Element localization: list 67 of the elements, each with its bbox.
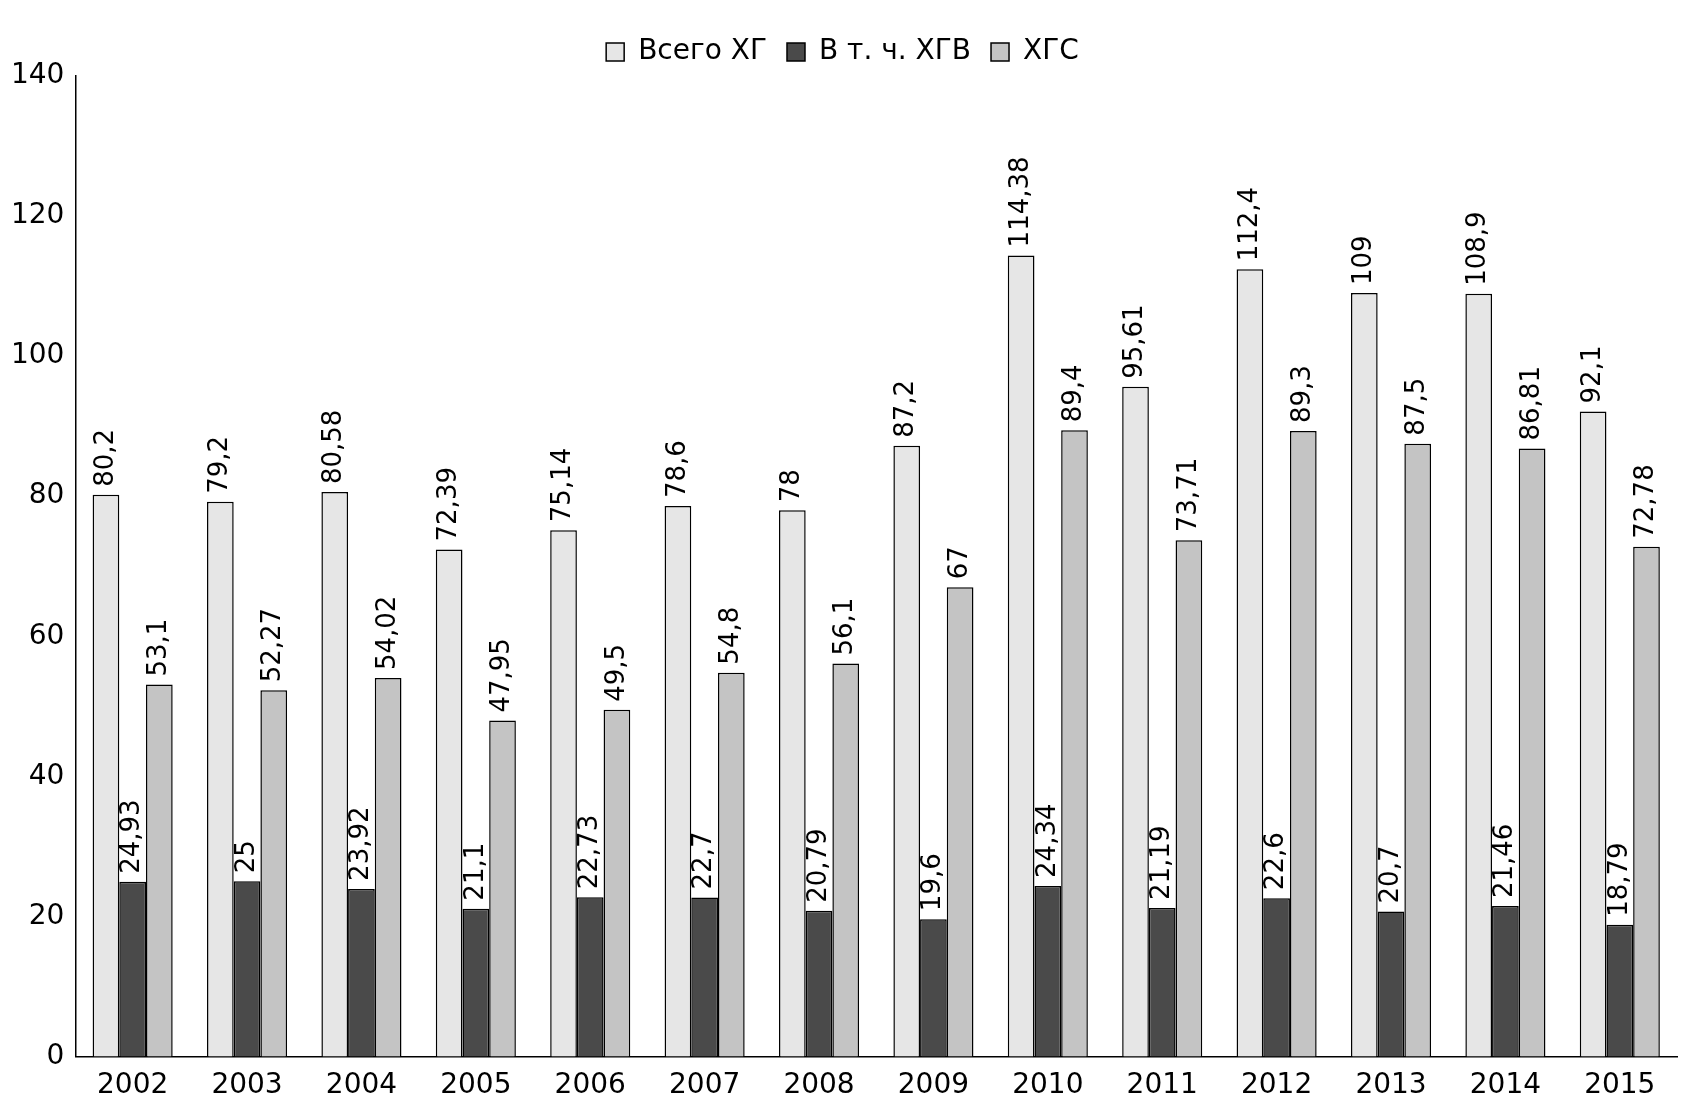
- x-tick-label: 2004: [325, 1067, 398, 1101]
- data-label: 20,79: [801, 828, 832, 903]
- y-tick-label: 80: [28, 477, 65, 511]
- data-label: 21,1: [458, 842, 489, 901]
- data-label: 92,1: [1575, 345, 1606, 404]
- data-label: 54,8: [714, 606, 745, 665]
- data-label: 86,81: [1514, 366, 1545, 441]
- data-label: 22,73: [572, 814, 603, 890]
- data-label: 89,3: [1286, 365, 1317, 424]
- x-tick-label: 2012: [1240, 1067, 1313, 1101]
- legend-label: Всего ХГ: [638, 33, 768, 67]
- y-tick-label: 100: [10, 337, 65, 371]
- x-tick-label: 2003: [211, 1067, 283, 1101]
- data-label: 87,2: [889, 379, 920, 438]
- data-label: 89,4: [1057, 364, 1088, 423]
- x-tick-label: 2010: [1012, 1067, 1084, 1101]
- y-tick-label: 120: [10, 197, 65, 231]
- x-tick-label: 2014: [1469, 1067, 1542, 1101]
- data-label: 25: [229, 840, 260, 874]
- data-label: 22,7: [687, 831, 718, 890]
- data-label: 80,58: [317, 409, 348, 485]
- y-tick-label: 140: [10, 57, 65, 91]
- data-label: 75,14: [546, 447, 577, 523]
- x-tick-label: 2002: [97, 1067, 169, 1101]
- data-label: 79,2: [203, 435, 234, 494]
- x-tick-label: 2009: [897, 1067, 970, 1101]
- legend-label: В т. ч. ХГВ: [819, 33, 972, 67]
- data-label: 109: [1347, 235, 1378, 286]
- x-tick-label: 2005: [440, 1067, 512, 1101]
- x-tick-label: 2006: [554, 1067, 626, 1101]
- data-label: 72,78: [1629, 464, 1660, 539]
- x-tick-label: 2011: [1126, 1067, 1198, 1101]
- data-label: 52,27: [256, 607, 287, 683]
- data-label: 24,34: [1030, 803, 1061, 878]
- data-label: 78: [775, 469, 806, 503]
- data-label: 49,5: [599, 643, 630, 702]
- data-label: 53,1: [142, 618, 173, 677]
- data-label: 73,71: [1171, 457, 1202, 533]
- x-tick-label: 2007: [668, 1067, 741, 1101]
- y-tick-label: 60: [28, 617, 65, 651]
- data-label: 21,46: [1488, 823, 1519, 899]
- data-label: 78,6: [660, 440, 691, 498]
- x-tick-label: 2015: [1584, 1067, 1656, 1101]
- data-label: 112,4: [1232, 186, 1263, 262]
- y-tick-label: 0: [46, 1037, 65, 1071]
- data-label: 108,9: [1461, 211, 1492, 286]
- x-tick-label: 2008: [783, 1067, 855, 1101]
- data-label: 56,1: [828, 597, 859, 656]
- data-label: 18,79: [1602, 842, 1633, 917]
- data-label: 21,19: [1144, 825, 1175, 901]
- x-tick-label: 2013: [1355, 1067, 1427, 1101]
- data-label: 24,93: [115, 799, 146, 874]
- data-label: 114,38: [1003, 156, 1034, 248]
- y-tick-label: 20: [28, 897, 65, 931]
- data-label: 72,39: [431, 467, 462, 542]
- data-label: 23,92: [344, 806, 375, 881]
- y-tick-label: 40: [28, 757, 65, 791]
- data-label: 67: [942, 546, 973, 580]
- data-label: 87,5: [1400, 377, 1431, 436]
- data-label: 19,6: [916, 853, 947, 912]
- data-label: 47,95: [485, 638, 516, 713]
- data-label: 22,6: [1259, 832, 1290, 891]
- data-label: 20,7: [1373, 845, 1404, 904]
- legend-label: ХГС: [1023, 33, 1079, 67]
- data-label: 80,2: [88, 428, 119, 487]
- data-label: 54,02: [370, 595, 401, 671]
- data-label: 95,61: [1118, 304, 1149, 379]
